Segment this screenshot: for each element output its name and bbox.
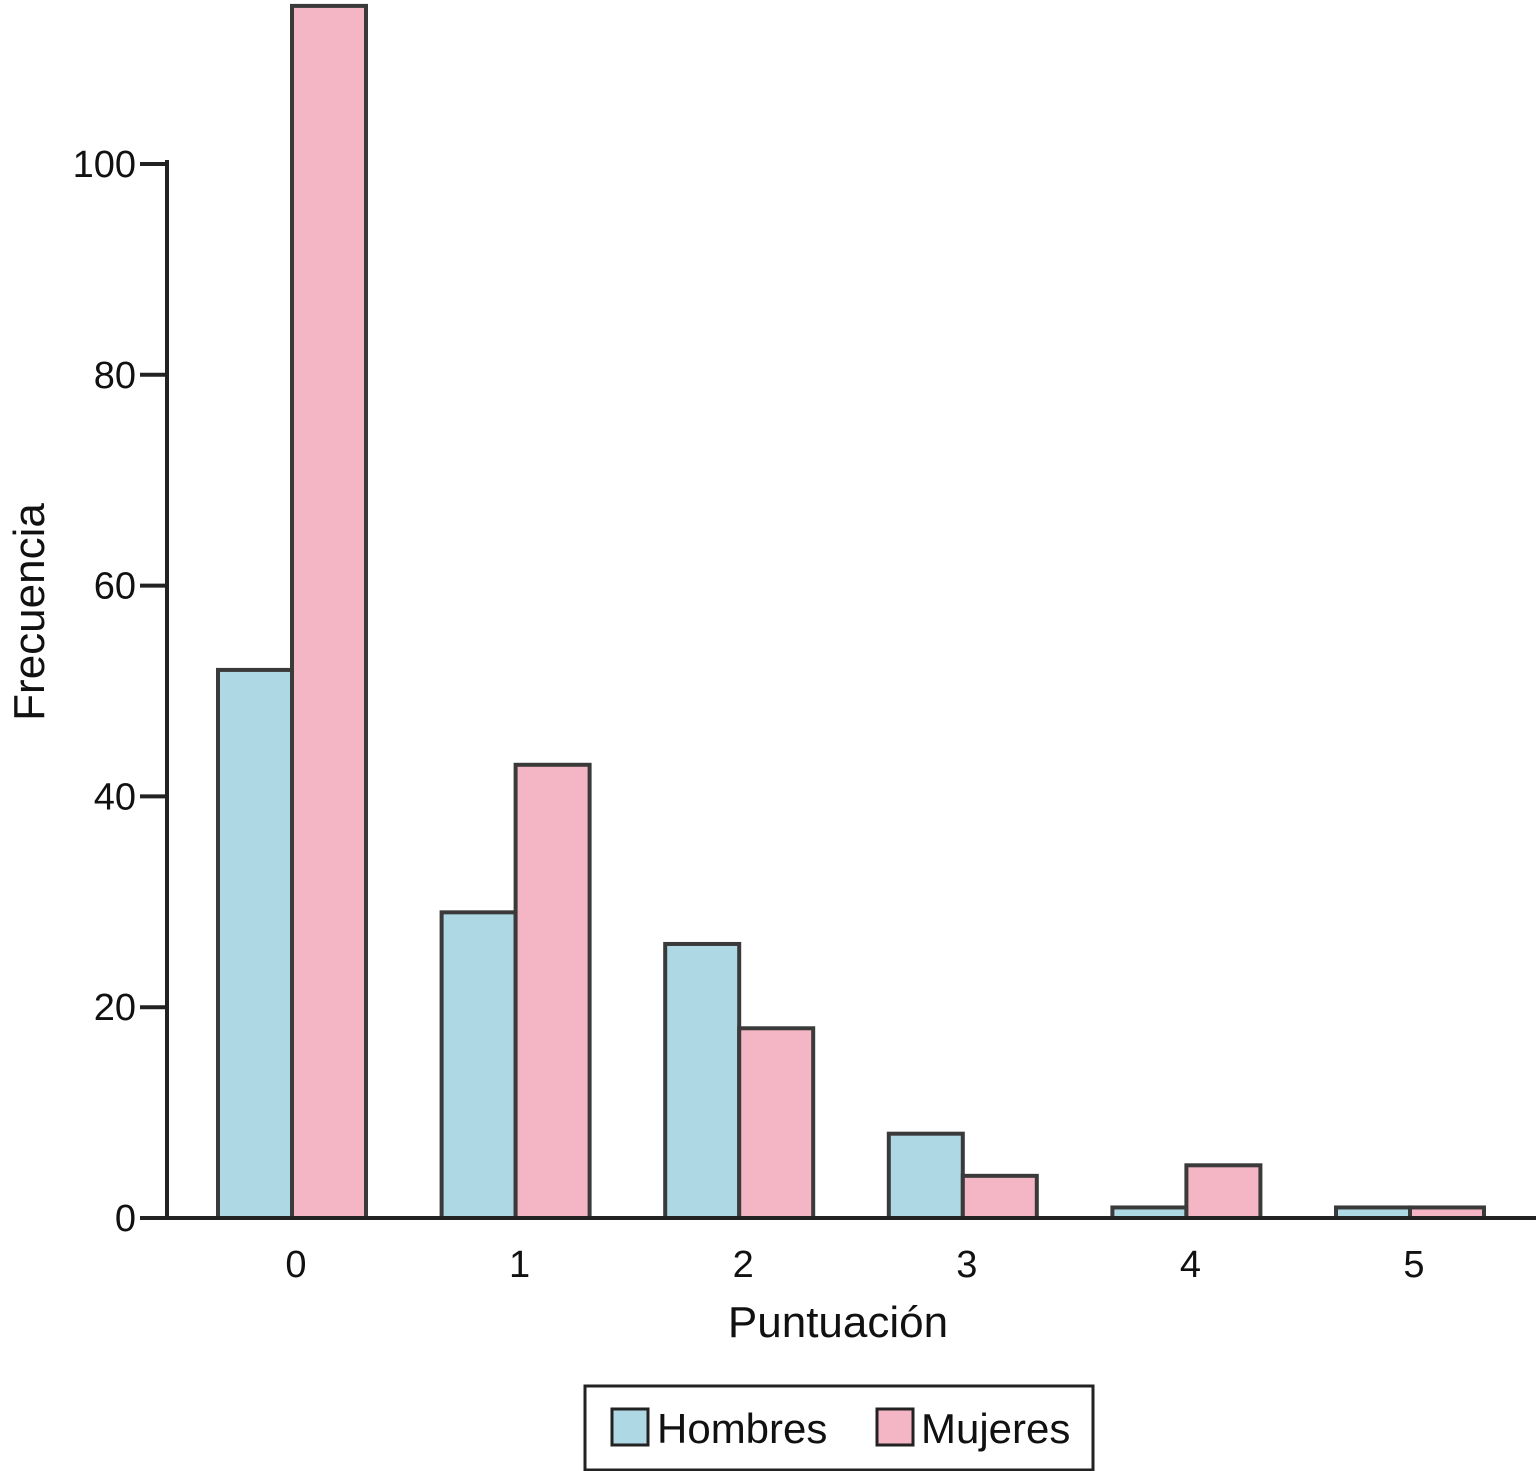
- y-axis-title: Frecuencia: [5, 503, 54, 721]
- y-tick-label-100: 100: [73, 144, 136, 186]
- x-tick-label-2: 2: [733, 1244, 754, 1286]
- x-tick-label-4: 4: [1180, 1244, 1201, 1286]
- y-tick-label-40: 40: [94, 776, 136, 818]
- bar-mujeres-2: [737, 1026, 816, 1221]
- bars-group: [216, 3, 1486, 1221]
- legend-swatch-hombres: [610, 1407, 650, 1447]
- x-tick-label-1: 1: [509, 1244, 530, 1286]
- bar-mujeres-0: [290, 3, 368, 1220]
- bar-hombres-3: [886, 1131, 965, 1221]
- bar-mujeres-3: [960, 1173, 1039, 1220]
- y-tick-label-80: 80: [94, 355, 136, 397]
- y-ticks-group: 0 20 40 60 80 100: [73, 144, 167, 1240]
- y-tick-label-0: 0: [115, 1198, 136, 1240]
- legend-label-hombres: Hombres: [657, 1405, 827, 1452]
- legend-label-mujeres: Mujeres: [921, 1405, 1070, 1452]
- axes-group: 0 20 40 60 80 100 0 1 2 3 4 5: [73, 144, 1536, 1286]
- legend: Hombres Mujeres: [583, 1384, 1095, 1471]
- x-tick-label-5: 5: [1403, 1244, 1424, 1286]
- bar-hombres-2: [663, 941, 742, 1221]
- x-axis-title: Puntuación: [728, 1298, 948, 1347]
- y-tick-label-60: 60: [94, 566, 136, 608]
- x-tick-label-3: 3: [956, 1244, 977, 1286]
- y-tick-label-20: 20: [94, 987, 136, 1029]
- x-ticks-group: 0 1 2 3 4 5: [285, 1244, 1424, 1286]
- x-tick-label-0: 0: [285, 1244, 306, 1286]
- legend-box: [583, 1384, 1095, 1471]
- legend-swatch-mujeres: [875, 1407, 915, 1447]
- bar-hombres-0: [216, 667, 294, 1220]
- bar-hombres-1: [439, 910, 518, 1221]
- bar-mujeres-1: [513, 762, 592, 1221]
- bar-mujeres-4: [1184, 1163, 1263, 1221]
